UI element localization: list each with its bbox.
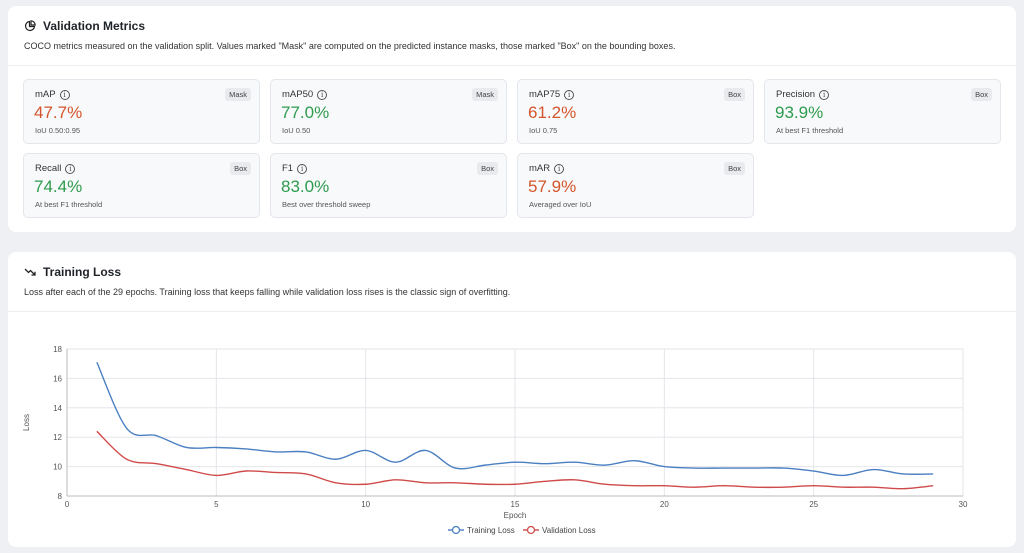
metric-note: IoU 0.75	[529, 126, 558, 135]
series-line-validation-loss	[96, 430, 934, 490]
metric-tile-map75: mAP75 i Box 61.2% IoU 0.75	[517, 79, 754, 144]
info-icon[interactable]: i	[65, 163, 76, 174]
metric-label: F1 i	[282, 163, 308, 174]
metric-label-text: mAR	[529, 163, 551, 174]
metric-note: Averaged over IoU	[529, 200, 592, 209]
info-icon[interactable]: i	[554, 163, 565, 174]
metric-badge: Box	[230, 162, 251, 175]
metric-tile-f1: F1 i Box 83.0% Best over threshold sweep	[270, 153, 507, 218]
y-tick-label: 8	[58, 492, 63, 501]
loss-title-text: Training Loss	[43, 265, 122, 279]
metrics-title: Validation Metrics	[24, 19, 1000, 33]
metric-value: 47.7%	[34, 103, 83, 122]
y-tick-label: 12	[53, 433, 62, 442]
x-tick-label: 25	[809, 500, 818, 509]
metric-value: 74.4%	[34, 177, 83, 196]
metric-label-text: F1	[282, 163, 294, 174]
x-tick-label: 5	[214, 500, 219, 509]
metric-badge: Mask	[472, 88, 498, 101]
metric-note: At best F1 threshold	[776, 126, 844, 135]
validation-metrics-card: Validation Metrics COCO metrics measured…	[8, 6, 1016, 232]
x-tick-label: 10	[361, 500, 370, 509]
metric-note: Best over threshold sweep	[282, 200, 371, 209]
info-icon[interactable]: i	[297, 163, 308, 174]
metric-note: IoU 0.50:0.95	[35, 126, 81, 135]
metrics-subtitle: COCO metrics measured on the validation …	[24, 41, 676, 51]
metrics-title-text: Validation Metrics	[43, 19, 146, 33]
info-icon[interactable]: i	[819, 89, 830, 100]
metric-tile-map50: mAP50 i Mask 77.0% IoU 0.50	[270, 79, 507, 144]
metric-value: 57.9%	[528, 177, 577, 196]
x-tick-label: 30	[959, 500, 968, 509]
metric-label-text: mAP50	[282, 89, 314, 100]
metric-value: 77.0%	[281, 103, 330, 122]
legend-item-training-loss[interactable]: Training Loss	[448, 525, 515, 535]
metric-label: mAP i	[35, 89, 70, 100]
legend-marker	[526, 525, 536, 535]
metric-label: Precision i	[776, 89, 830, 100]
legend-item-validation-loss[interactable]: Validation Loss	[523, 525, 596, 535]
info-icon[interactable]: i	[564, 89, 575, 100]
y-tick-label: 16	[53, 374, 62, 383]
metric-note: IoU 0.50	[282, 126, 311, 135]
metric-badge: Box	[724, 162, 745, 175]
x-axis-label: Epoch	[504, 511, 527, 520]
y-axis-label: Loss	[22, 414, 31, 431]
x-tick-label: 0	[65, 500, 70, 509]
metric-tile-mar: mAR i Box 57.9% Averaged over IoU	[517, 153, 754, 218]
metric-label: mAR i	[529, 163, 565, 174]
metric-badge: Mask	[225, 88, 251, 101]
metric-badge: Box	[971, 88, 992, 101]
legend-label: Validation Loss	[542, 526, 596, 535]
y-tick-label: 18	[53, 345, 62, 354]
x-tick-label: 20	[660, 500, 669, 509]
pie-chart-icon	[24, 20, 36, 32]
loss-chart: 8 10 12 14 16 18 0 5 10 15 20 25 30 Epoch Loss Training…	[22, 345, 968, 535]
legend-marker	[451, 525, 461, 535]
loss-header: Training Loss Loss after each of the 29 …	[8, 252, 1016, 312]
metric-note: At best F1 threshold	[35, 200, 103, 209]
metric-tile-map: mAP i Mask 47.7% IoU 0.50:0.95	[23, 79, 260, 144]
info-icon[interactable]: i	[59, 89, 70, 100]
metric-value: 93.9%	[775, 103, 824, 122]
x-tick-label: 15	[511, 500, 520, 509]
trending-down-icon	[24, 268, 36, 276]
y-tick-label: 10	[53, 463, 62, 472]
metric-label-text: Recall	[35, 163, 62, 174]
metric-value: 61.2%	[528, 103, 577, 122]
y-tick-label: 14	[53, 404, 62, 413]
metric-label: mAP50 i	[282, 89, 328, 100]
series-line-training-loss	[96, 361, 934, 477]
metric-value: 83.0%	[281, 177, 330, 196]
info-icon[interactable]: i	[317, 89, 328, 100]
training-loss-card: Training Loss Loss after each of the 29 …	[8, 252, 1016, 547]
loss-title: Training Loss	[24, 265, 1000, 279]
metric-tile-precision: Precision i Box 93.9% At best F1 threshold	[764, 79, 1001, 144]
metric-label-text: Precision	[776, 89, 816, 100]
metric-label: Recall i	[35, 163, 76, 174]
metrics-header: Validation Metrics COCO metrics measured…	[8, 6, 1016, 66]
metric-badge: Box	[724, 88, 745, 101]
metric-label: mAP75 i	[529, 89, 575, 100]
legend-label: Training Loss	[467, 526, 515, 535]
loss-subtitle: Loss after each of the 29 epochs. Traini…	[24, 287, 511, 297]
metric-label-text: mAP	[35, 89, 56, 100]
metric-badge: Box	[477, 162, 498, 175]
metric-tile-recall: Recall i Box 74.4% At best F1 threshold	[23, 153, 260, 218]
metric-label-text: mAP75	[529, 89, 561, 100]
